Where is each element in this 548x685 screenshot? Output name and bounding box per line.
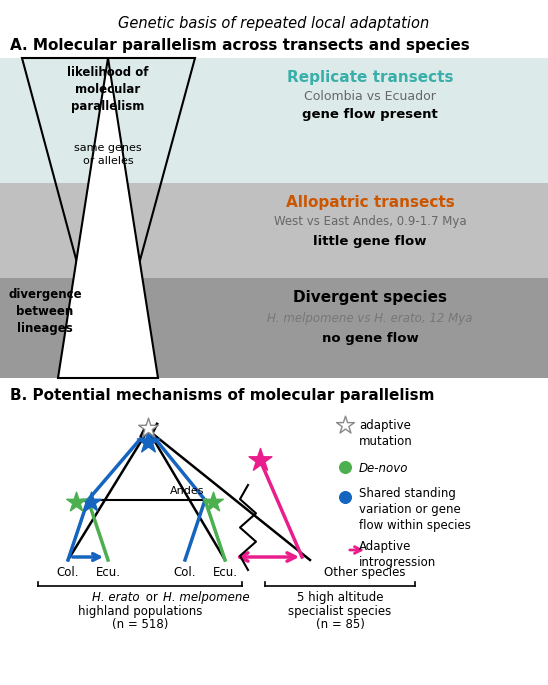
Text: A. Molecular parallelism across transects and species: A. Molecular parallelism across transect…: [10, 38, 470, 53]
Polygon shape: [58, 58, 158, 378]
Point: [87, 497, 95, 508]
Text: adaptive
mutation: adaptive mutation: [359, 419, 413, 448]
Text: Col.: Col.: [57, 566, 79, 579]
Text: H. melpomene: H. melpomene: [163, 591, 250, 604]
Text: or: or: [142, 591, 162, 604]
Text: H. melpomene vs H. erato, 12 Mya: H. melpomene vs H. erato, 12 Mya: [267, 312, 473, 325]
Point: [341, 492, 350, 503]
Point: [341, 419, 350, 430]
Text: (n = 518): (n = 518): [112, 618, 168, 631]
Text: Divergent species: Divergent species: [293, 290, 447, 305]
Text: Replicate transects: Replicate transects: [287, 70, 453, 85]
Bar: [0, 183, 548, 278]
Point: [72, 497, 81, 508]
Text: same genes
or alleles: same genes or alleles: [74, 143, 142, 166]
Bar: [0, 278, 548, 378]
Text: specialist species: specialist species: [288, 605, 392, 618]
Text: Adaptive
introgression: Adaptive introgression: [359, 540, 436, 569]
Text: no gene flow: no gene flow: [322, 332, 418, 345]
Text: Allopatric transects: Allopatric transects: [286, 195, 454, 210]
Text: Andes: Andes: [170, 486, 204, 496]
Point: [144, 423, 152, 434]
Text: likelihood of
molecular
parallelism: likelihood of molecular parallelism: [67, 66, 149, 113]
Text: Other species: Other species: [324, 566, 406, 579]
Text: gene flow present: gene flow present: [302, 108, 438, 121]
Text: (n = 85): (n = 85): [316, 618, 364, 631]
Text: Colombia vs Ecuador: Colombia vs Ecuador: [304, 90, 436, 103]
Point: [255, 455, 264, 466]
Point: [209, 497, 218, 508]
Point: [144, 436, 152, 447]
Point: [341, 462, 350, 473]
Text: highland populations: highland populations: [78, 605, 202, 618]
Text: 5 high altitude: 5 high altitude: [297, 591, 383, 604]
Text: West vs East Andes, 0.9-1.7 Mya: West vs East Andes, 0.9-1.7 Mya: [273, 215, 466, 228]
Text: Shared standing
variation or gene
flow within species: Shared standing variation or gene flow w…: [359, 487, 471, 532]
Bar: [0, 58, 548, 183]
Text: B. Potential mechanisms of molecular parallelism: B. Potential mechanisms of molecular par…: [10, 388, 435, 403]
Text: H. erato: H. erato: [93, 591, 140, 604]
Text: little gene flow: little gene flow: [313, 235, 427, 248]
Text: Ecu.: Ecu.: [95, 566, 121, 579]
Text: Ecu.: Ecu.: [213, 566, 237, 579]
Text: Col.: Col.: [174, 566, 196, 579]
Text: De-novo: De-novo: [359, 462, 408, 475]
Text: Genetic basis of repeated local adaptation: Genetic basis of repeated local adaptati…: [118, 16, 430, 31]
Text: divergence
between
lineages: divergence between lineages: [8, 288, 82, 335]
